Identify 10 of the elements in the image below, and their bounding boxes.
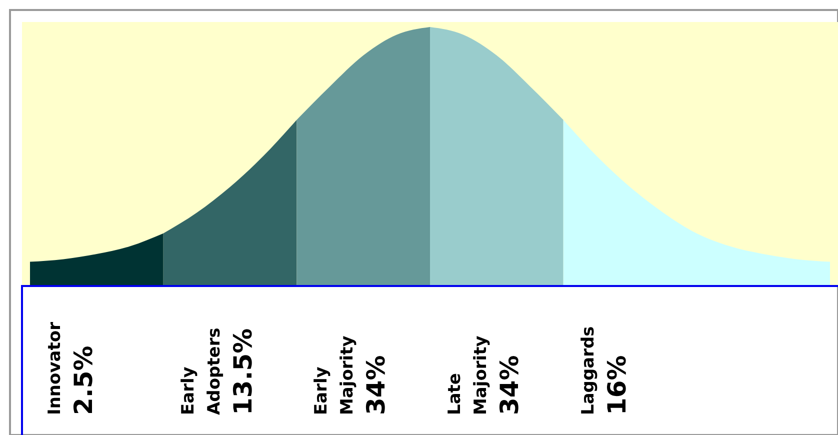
text: Laggards	[578, 326, 598, 415]
text: 2.5%	[69, 346, 98, 415]
text: 13.5%	[228, 328, 258, 415]
text: Innovator	[45, 321, 65, 415]
text: Late Majority	[445, 336, 491, 415]
text: Early Majority	[312, 336, 358, 415]
text: 34%	[362, 355, 391, 415]
text: 34%	[495, 355, 524, 415]
text: Early Adopters	[178, 328, 224, 415]
text: 16%	[602, 355, 632, 415]
